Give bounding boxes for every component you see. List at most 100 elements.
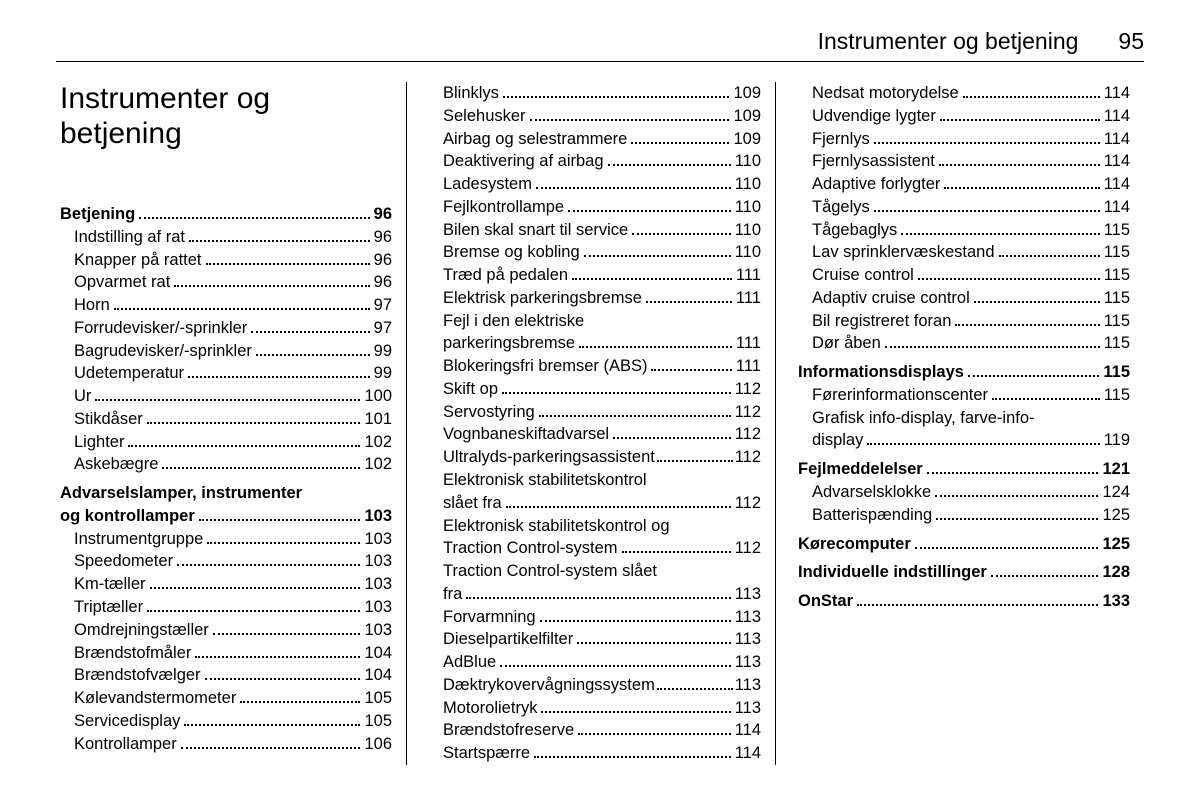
toc-entry-text: Informationsdisplays: [798, 361, 964, 384]
toc-leader-dots: [955, 324, 1099, 326]
toc-entry: Dør åben115: [798, 332, 1130, 355]
toc-entry: Brændstofreserve114: [429, 719, 761, 742]
toc-entry: Informationsdisplays115: [798, 361, 1130, 384]
manual-page: Instrumenter og betjening 95 Instrumente…: [0, 0, 1200, 793]
toc-entry-page: 119: [1104, 429, 1130, 452]
toc-entry-text: Bremse og kobling: [443, 241, 580, 264]
toc-entry-text: Nedsat motorydelse: [812, 82, 959, 105]
toc-entry-text: Fejl i den elektriske: [443, 310, 584, 333]
toc-entry: Træd på pedalen111: [429, 264, 761, 287]
toc-leader-dots: [915, 547, 1099, 549]
toc-entry: Tågebaglys115: [798, 219, 1130, 242]
toc-entry-page: 110: [735, 241, 761, 264]
toc-leader-dots: [189, 240, 370, 242]
toc-entry: fra113: [429, 583, 761, 606]
toc-entry-page: 115: [1104, 332, 1130, 355]
toc-leader-dots: [540, 620, 731, 622]
toc-entry: Speedometer103: [60, 550, 392, 573]
toc-entry: Forvarmning113: [429, 606, 761, 629]
toc-entry-text: Elektronisk stabilitetskontrol og: [443, 515, 670, 538]
toc-entry-text: Fjernlys: [812, 128, 870, 151]
toc-leader-dots: [578, 733, 731, 735]
toc-entry-page: 105: [364, 687, 392, 710]
toc-leader-dots: [940, 119, 1100, 121]
toc-entry-page: 114: [1104, 105, 1130, 128]
toc-entry: Blinklys109: [429, 82, 761, 105]
toc-entry-text: Bil registreret foran: [812, 310, 951, 333]
toc-entry-page: 109: [733, 105, 761, 128]
toc-entry-page: 101: [364, 408, 392, 431]
toc-entry-text: Traction Control-system: [443, 537, 618, 560]
toc-entry: Servicedisplay105: [60, 710, 392, 733]
toc-entry-text: Elektrisk parkeringsbremse: [443, 287, 642, 310]
toc-leader-dots: [885, 346, 1100, 348]
toc-entry-page: 113: [735, 697, 761, 720]
toc-entry-text: Ultralyds-parkeringsassistent: [443, 446, 655, 469]
toc-entry-page: 112: [735, 401, 761, 424]
toc-entry: Opvarmet rat96: [60, 271, 392, 294]
toc-entry-text: Blokeringsfri bremser (ABS): [443, 355, 647, 378]
toc-entry-text: Opvarmet rat: [74, 271, 170, 294]
toc-leader-dots: [963, 96, 1100, 98]
toc-entry-page: 113: [735, 606, 761, 629]
toc-entry-page: 112: [735, 446, 761, 469]
toc-leader-dots: [147, 422, 361, 424]
toc-leader-dots: [205, 678, 361, 680]
toc-entry: slået fra 112: [429, 492, 761, 515]
toc-entry-text: Ladesystem: [443, 173, 532, 196]
toc-entry-text: og kontrollamper: [60, 505, 195, 528]
toc-leader-dots: [935, 495, 1098, 497]
toc-leader-dots: [927, 472, 1099, 474]
toc-entry: Elektronisk stabilitetskontrol og: [429, 515, 761, 538]
toc-leader-dots: [503, 96, 730, 98]
toc-entry-page: 100: [364, 385, 392, 408]
toc-leader-dots: [968, 375, 1099, 377]
toc-entry-page: 110: [735, 173, 761, 196]
toc-entry-page: 115: [1104, 264, 1130, 287]
toc-entry-text: Førerinformationscenter: [812, 384, 988, 407]
toc-entry-page: 112: [735, 492, 761, 515]
toc-leader-dots: [936, 518, 1098, 520]
toc-entry-text: Brændstofreserve: [443, 719, 574, 742]
toc-entry-text: Dæktrykovervågningssystem: [443, 674, 655, 697]
toc-entry: Traction Control-system slået: [429, 560, 761, 583]
toc-entry: Bilen skal snart til service110: [429, 219, 761, 242]
toc-entry: Kontrollamper106: [60, 733, 392, 756]
toc-leader-dots: [240, 701, 360, 703]
toc-leader-dots: [577, 642, 730, 644]
toc-entry-text: Betjening: [60, 203, 135, 226]
toc-entry: Traction Control-system 112: [429, 537, 761, 560]
toc-entry-text: Udetemperatur: [74, 362, 184, 385]
toc-entry-page: 110: [735, 196, 761, 219]
toc-entry-text: OnStar: [798, 590, 853, 613]
toc-entry-text: Speedometer: [74, 550, 173, 573]
toc-entry: Dieselpartikelfilter113: [429, 628, 761, 651]
toc-entry-page: 103: [364, 505, 392, 528]
toc-entry-page: 112: [735, 537, 761, 560]
toc-entry: AdBlue113: [429, 651, 761, 674]
toc-entry-page: 110: [735, 219, 761, 242]
toc-entry-text: Udvendige lygter: [812, 105, 936, 128]
toc-entry: Udetemperatur 99: [60, 362, 392, 385]
toc-entry-text: Individuelle indstillinger: [798, 561, 987, 584]
toc-entry-text: Adaptiv cruise control: [812, 287, 970, 310]
toc-entry-page: 125: [1102, 504, 1130, 527]
toc-entry: Indstilling af rat96: [60, 226, 392, 249]
toc-entry-text: Selehusker: [443, 105, 526, 128]
toc-entry-text: Triptæller: [74, 596, 143, 619]
toc-leader-dots: [506, 506, 731, 508]
toc-leader-dots: [139, 217, 369, 219]
toc-entry-page: 133: [1102, 590, 1130, 613]
toc-entry-text: Kølevandstermometer: [74, 687, 236, 710]
toc-entry-page: 128: [1102, 561, 1130, 584]
toc-entry-page: 104: [364, 664, 392, 687]
toc-leader-dots: [874, 142, 1100, 144]
toc-leader-dots: [901, 233, 1099, 235]
toc-entry-text: slået fra: [443, 492, 502, 515]
toc-leader-dots: [536, 187, 731, 189]
toc-entry: Forrudevisker/-sprinkler97: [60, 317, 392, 340]
toc-entry: Batterispænding125: [798, 504, 1130, 527]
toc-leader-dots: [646, 301, 732, 303]
toc-entry-page: 99: [374, 362, 392, 385]
toc-entry: Vognbaneskiftadvarsel112: [429, 423, 761, 446]
